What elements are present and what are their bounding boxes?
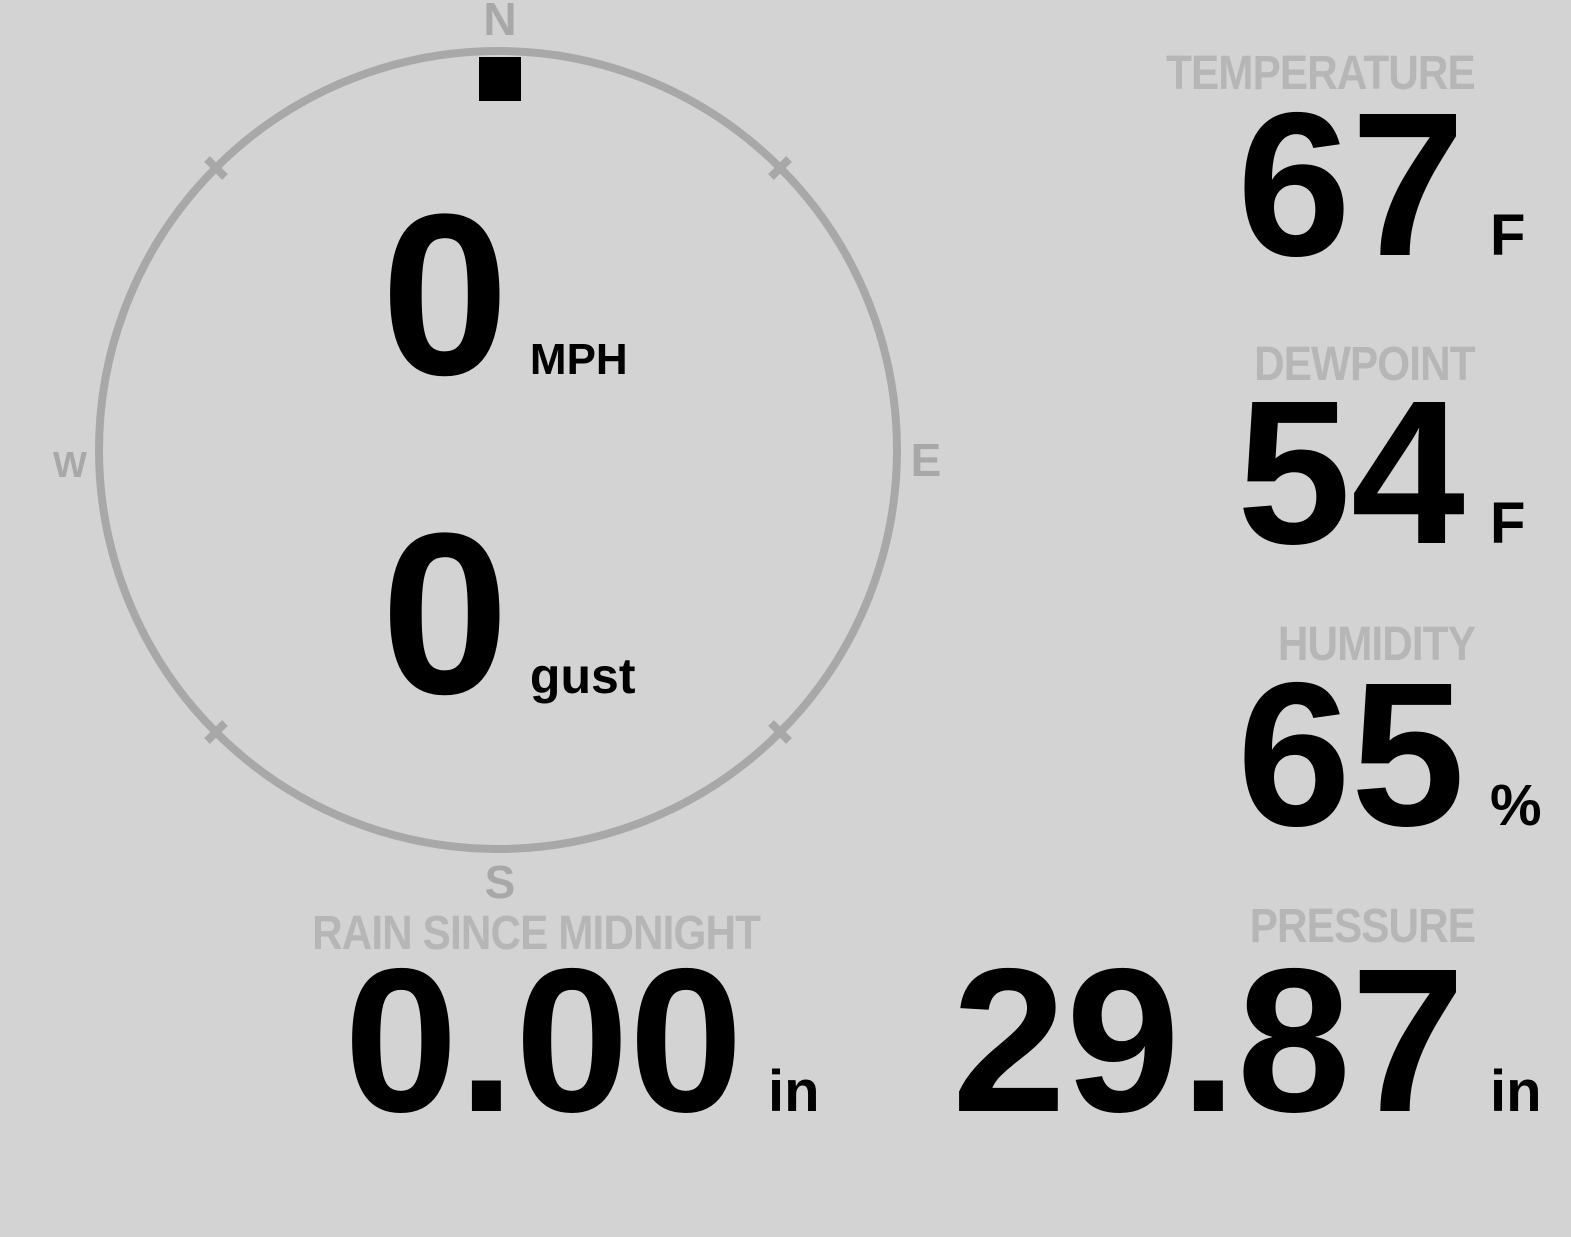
pressure-unit: in — [1490, 1059, 1542, 1124]
compass-north-label: N — [483, 0, 517, 45]
dewpoint-label: DEWPOINT — [1254, 338, 1475, 391]
rain-value: 0.00 — [344, 926, 743, 1155]
tick-se — [768, 720, 792, 744]
wind-speed-value: 0 — [381, 166, 509, 423]
wind-direction-marker-group — [479, 57, 521, 101]
compass-east-label: E — [910, 434, 942, 486]
rain-unit: in — [768, 1059, 820, 1124]
humidity-value-row: 65 % — [1237, 652, 1545, 857]
compass-diagonal-ticks — [204, 156, 792, 744]
pressure-value: 29.87 — [951, 926, 1465, 1155]
humidity-unit: % — [1490, 773, 1542, 838]
compass-ring — [95, 47, 901, 853]
wind-speed-unit: MPH — [529, 335, 628, 384]
dewpoint-value: 54 — [1236, 358, 1465, 587]
tick-ne — [768, 156, 792, 180]
rain-value-row: 0.00 in — [344, 938, 823, 1143]
humidity-label: HUMIDITY — [1277, 618, 1476, 671]
wind-direction-marker — [479, 57, 521, 101]
temperature-unit: F — [1490, 203, 1526, 268]
wind-gust-row: 0 gust — [381, 499, 635, 729]
temperature-value-row: 67 F — [1237, 82, 1545, 287]
compass-west-label: W — [53, 444, 87, 485]
tick-sw — [204, 720, 228, 744]
compass-south-label: S — [484, 856, 516, 908]
dewpoint-value-row: 54 F — [1237, 370, 1545, 575]
wind-compass — [95, 47, 901, 853]
dewpoint-unit: F — [1490, 491, 1526, 556]
wind-speed-row: 0 MPH — [381, 180, 628, 410]
tick-nw — [204, 156, 228, 180]
wind-gust-unit: gust — [529, 648, 636, 704]
temperature-value: 67 — [1236, 70, 1465, 299]
humidity-value: 65 — [1236, 640, 1465, 869]
rain-label: RAIN SINCE MIDNIGHT — [312, 907, 761, 960]
pressure-value-row: 29.87 in — [952, 938, 1545, 1143]
temperature-label: TEMPERATURE — [1166, 47, 1476, 100]
pressure-label: PRESSURE — [1249, 900, 1476, 953]
wind-gust-value: 0 — [381, 485, 509, 742]
